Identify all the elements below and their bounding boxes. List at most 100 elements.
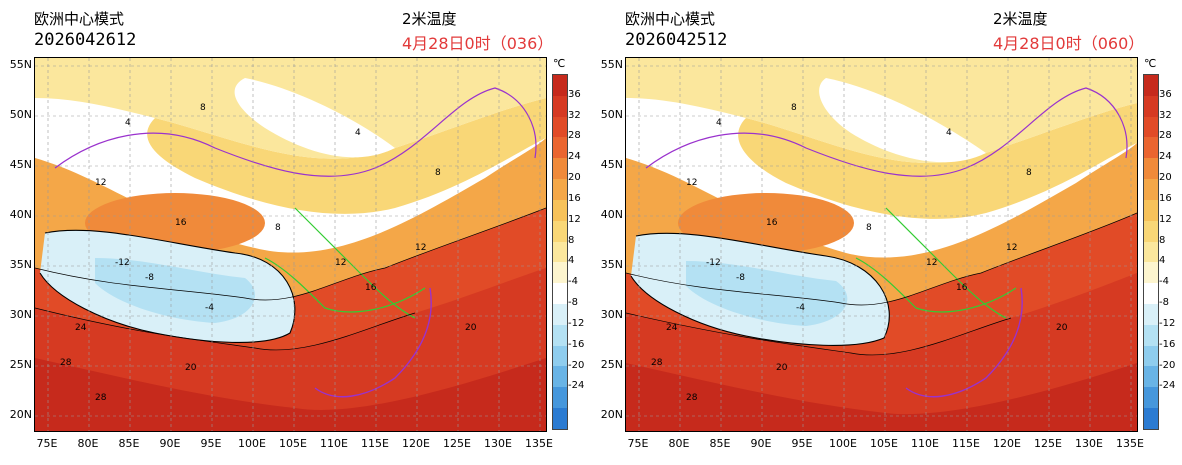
contour-label: -8 [145, 273, 154, 283]
colorbar-tick-label: 12 [568, 213, 581, 225]
lon-label: 95E [200, 437, 222, 450]
lat-label: 40N [9, 208, 32, 221]
lat-label: 45N [9, 158, 32, 171]
colorbar-tick-label: 32 [568, 109, 581, 121]
variable-title: 2米温度 [993, 10, 1048, 28]
colorbar-tick-label: -24 [568, 380, 585, 392]
contour-label: -4 [796, 303, 805, 313]
colorbar-swatch [553, 137, 567, 159]
contour-label: 12 [686, 178, 698, 188]
lon-label: 80E [668, 437, 690, 450]
valid-time: 4月28日0时（036） [402, 34, 554, 53]
map-fill [626, 58, 1137, 431]
colorbar-swatch [553, 408, 567, 429]
lat-label: 35N [600, 258, 623, 271]
lon-label: 130E [1075, 437, 1103, 450]
colorbar [552, 74, 568, 430]
contour-label: 28 [60, 358, 72, 368]
run-time: 2026042512 [625, 30, 728, 50]
lon-label: 120E [402, 437, 430, 450]
colorbar-tick-label: 32 [1159, 109, 1172, 121]
lon-label: 90E [159, 437, 181, 450]
colorbar-swatch [553, 199, 567, 221]
lon-label: 95E [791, 437, 813, 450]
lon-label: 135E [525, 437, 553, 450]
lon-label: 90E [750, 437, 772, 450]
contour-label: 4 [716, 118, 722, 128]
contour-label: 20 [1056, 323, 1068, 333]
colorbar-tick-label: -20 [568, 359, 585, 371]
colorbar-swatch [553, 95, 567, 117]
temperature-map: 4 8 12 16 4 8 12 -8 -12 -4 8 12 16 20 24… [625, 57, 1138, 432]
colorbar-tick-label: 36 [1159, 88, 1172, 100]
contour-label: -12 [706, 258, 721, 268]
contour-label: 12 [335, 258, 347, 268]
colorbar-swatch [553, 324, 567, 346]
colorbar [1143, 74, 1159, 430]
lon-label: 85E [118, 437, 140, 450]
model-title: 欧洲中心模式 [34, 10, 125, 28]
contour-label: 8 [275, 223, 281, 233]
colorbar-tick-label: -12 [1159, 317, 1176, 329]
lon-label: 115E [361, 437, 389, 450]
colorbar-swatch [1144, 408, 1158, 429]
lon-label: 110E [320, 437, 348, 450]
contour-label: 8 [200, 103, 206, 113]
colorbar-tick-label: 8 [568, 234, 575, 246]
contour-label: 24 [666, 323, 678, 333]
colorbar-tick-label: -16 [568, 338, 585, 350]
contour-label: 28 [651, 358, 663, 368]
colorbar-swatch [553, 387, 567, 408]
lon-label: 80E [77, 437, 99, 450]
lat-label: 30N [9, 308, 32, 321]
colorbar-swatch [1144, 366, 1158, 388]
contour-label: 4 [946, 128, 952, 138]
colorbar-unit: ℃ [553, 57, 566, 70]
lon-label: 125E [443, 437, 471, 450]
lon-label: 135E [1116, 437, 1144, 450]
colorbar-tick-label: 16 [1159, 192, 1172, 204]
colorbar-tick-label: 4 [1159, 255, 1166, 267]
contour-label: -8 [736, 273, 745, 283]
colorbar-tick-label: 16 [568, 192, 581, 204]
contour-label: -12 [115, 258, 130, 268]
colorbar-tick-label: -4 [1159, 276, 1169, 288]
colorbar-tick-label: -8 [1159, 297, 1169, 309]
valid-time: 4月28日0时（060） [993, 34, 1145, 53]
lon-label: 105E [870, 437, 898, 450]
colorbar-tick-label: 24 [568, 151, 581, 163]
run-time: 2026042612 [34, 30, 137, 50]
colorbar-tick-label: -12 [568, 317, 585, 329]
variable-title: 2米温度 [402, 10, 457, 28]
lat-label: 50N [9, 108, 32, 121]
colorbar-tick-label: 24 [1159, 151, 1172, 163]
colorbar-tick-label: -8 [568, 297, 578, 309]
colorbar-swatch [553, 241, 567, 263]
colorbar-swatch [1144, 158, 1158, 180]
colorbar-swatch [1144, 179, 1158, 200]
colorbar-tick-label: 28 [1159, 130, 1172, 142]
colorbar-swatch [553, 366, 567, 388]
colorbar-swatch [1144, 345, 1158, 367]
lon-label: 105E [279, 437, 307, 450]
lat-label: 40N [600, 208, 623, 221]
contour-label: 20 [185, 363, 197, 373]
map-fill [35, 58, 546, 431]
contour-label: 16 [365, 283, 377, 293]
colorbar-tick-label: -4 [568, 276, 578, 288]
lat-label: 45N [600, 158, 623, 171]
panel-left: 欧洲中心模式 2026042612 2米温度 4月28日0时（036） [9, 10, 585, 450]
colorbar-swatch [553, 262, 567, 284]
contour-label: 12 [95, 178, 107, 188]
lon-label: 100E [238, 437, 266, 450]
lon-label: 130E [484, 437, 512, 450]
colorbar-tick-label: 20 [568, 172, 581, 184]
lon-label: 115E [952, 437, 980, 450]
contour-label: 8 [791, 103, 797, 113]
contour-label: -4 [205, 303, 214, 313]
lat-label: 20N [600, 408, 623, 421]
lat-label: 25N [600, 358, 623, 371]
contour-label: 20 [465, 323, 477, 333]
colorbar-tick-label: 28 [568, 130, 581, 142]
colorbar-swatch [553, 303, 567, 325]
